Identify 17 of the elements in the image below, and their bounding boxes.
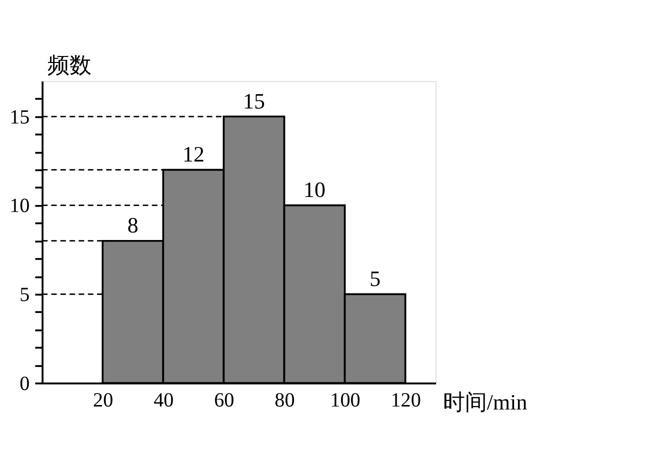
y-tick-label: 15: [10, 106, 30, 128]
data-label: 8: [127, 212, 138, 238]
y-tick-label: 0: [20, 372, 30, 395]
x-tick-label: 20: [93, 389, 114, 412]
data-label: 5: [370, 266, 381, 291]
x-axis-title: 时间/min: [442, 390, 528, 415]
data-label: 12: [182, 142, 204, 167]
x-tick-label: 80: [274, 389, 295, 412]
x-tick-label: 40: [154, 389, 174, 412]
x-tick-label: 100: [330, 389, 360, 412]
y-tick-label: 10: [10, 195, 30, 218]
data-label: 10: [304, 177, 326, 202]
x-tick-label: 60: [214, 389, 234, 412]
x-tick-label: 120: [390, 389, 421, 412]
y-tick-label: 5: [20, 284, 30, 306]
y-axis-title: 频数: [48, 52, 92, 78]
data-label: 15: [243, 88, 265, 114]
